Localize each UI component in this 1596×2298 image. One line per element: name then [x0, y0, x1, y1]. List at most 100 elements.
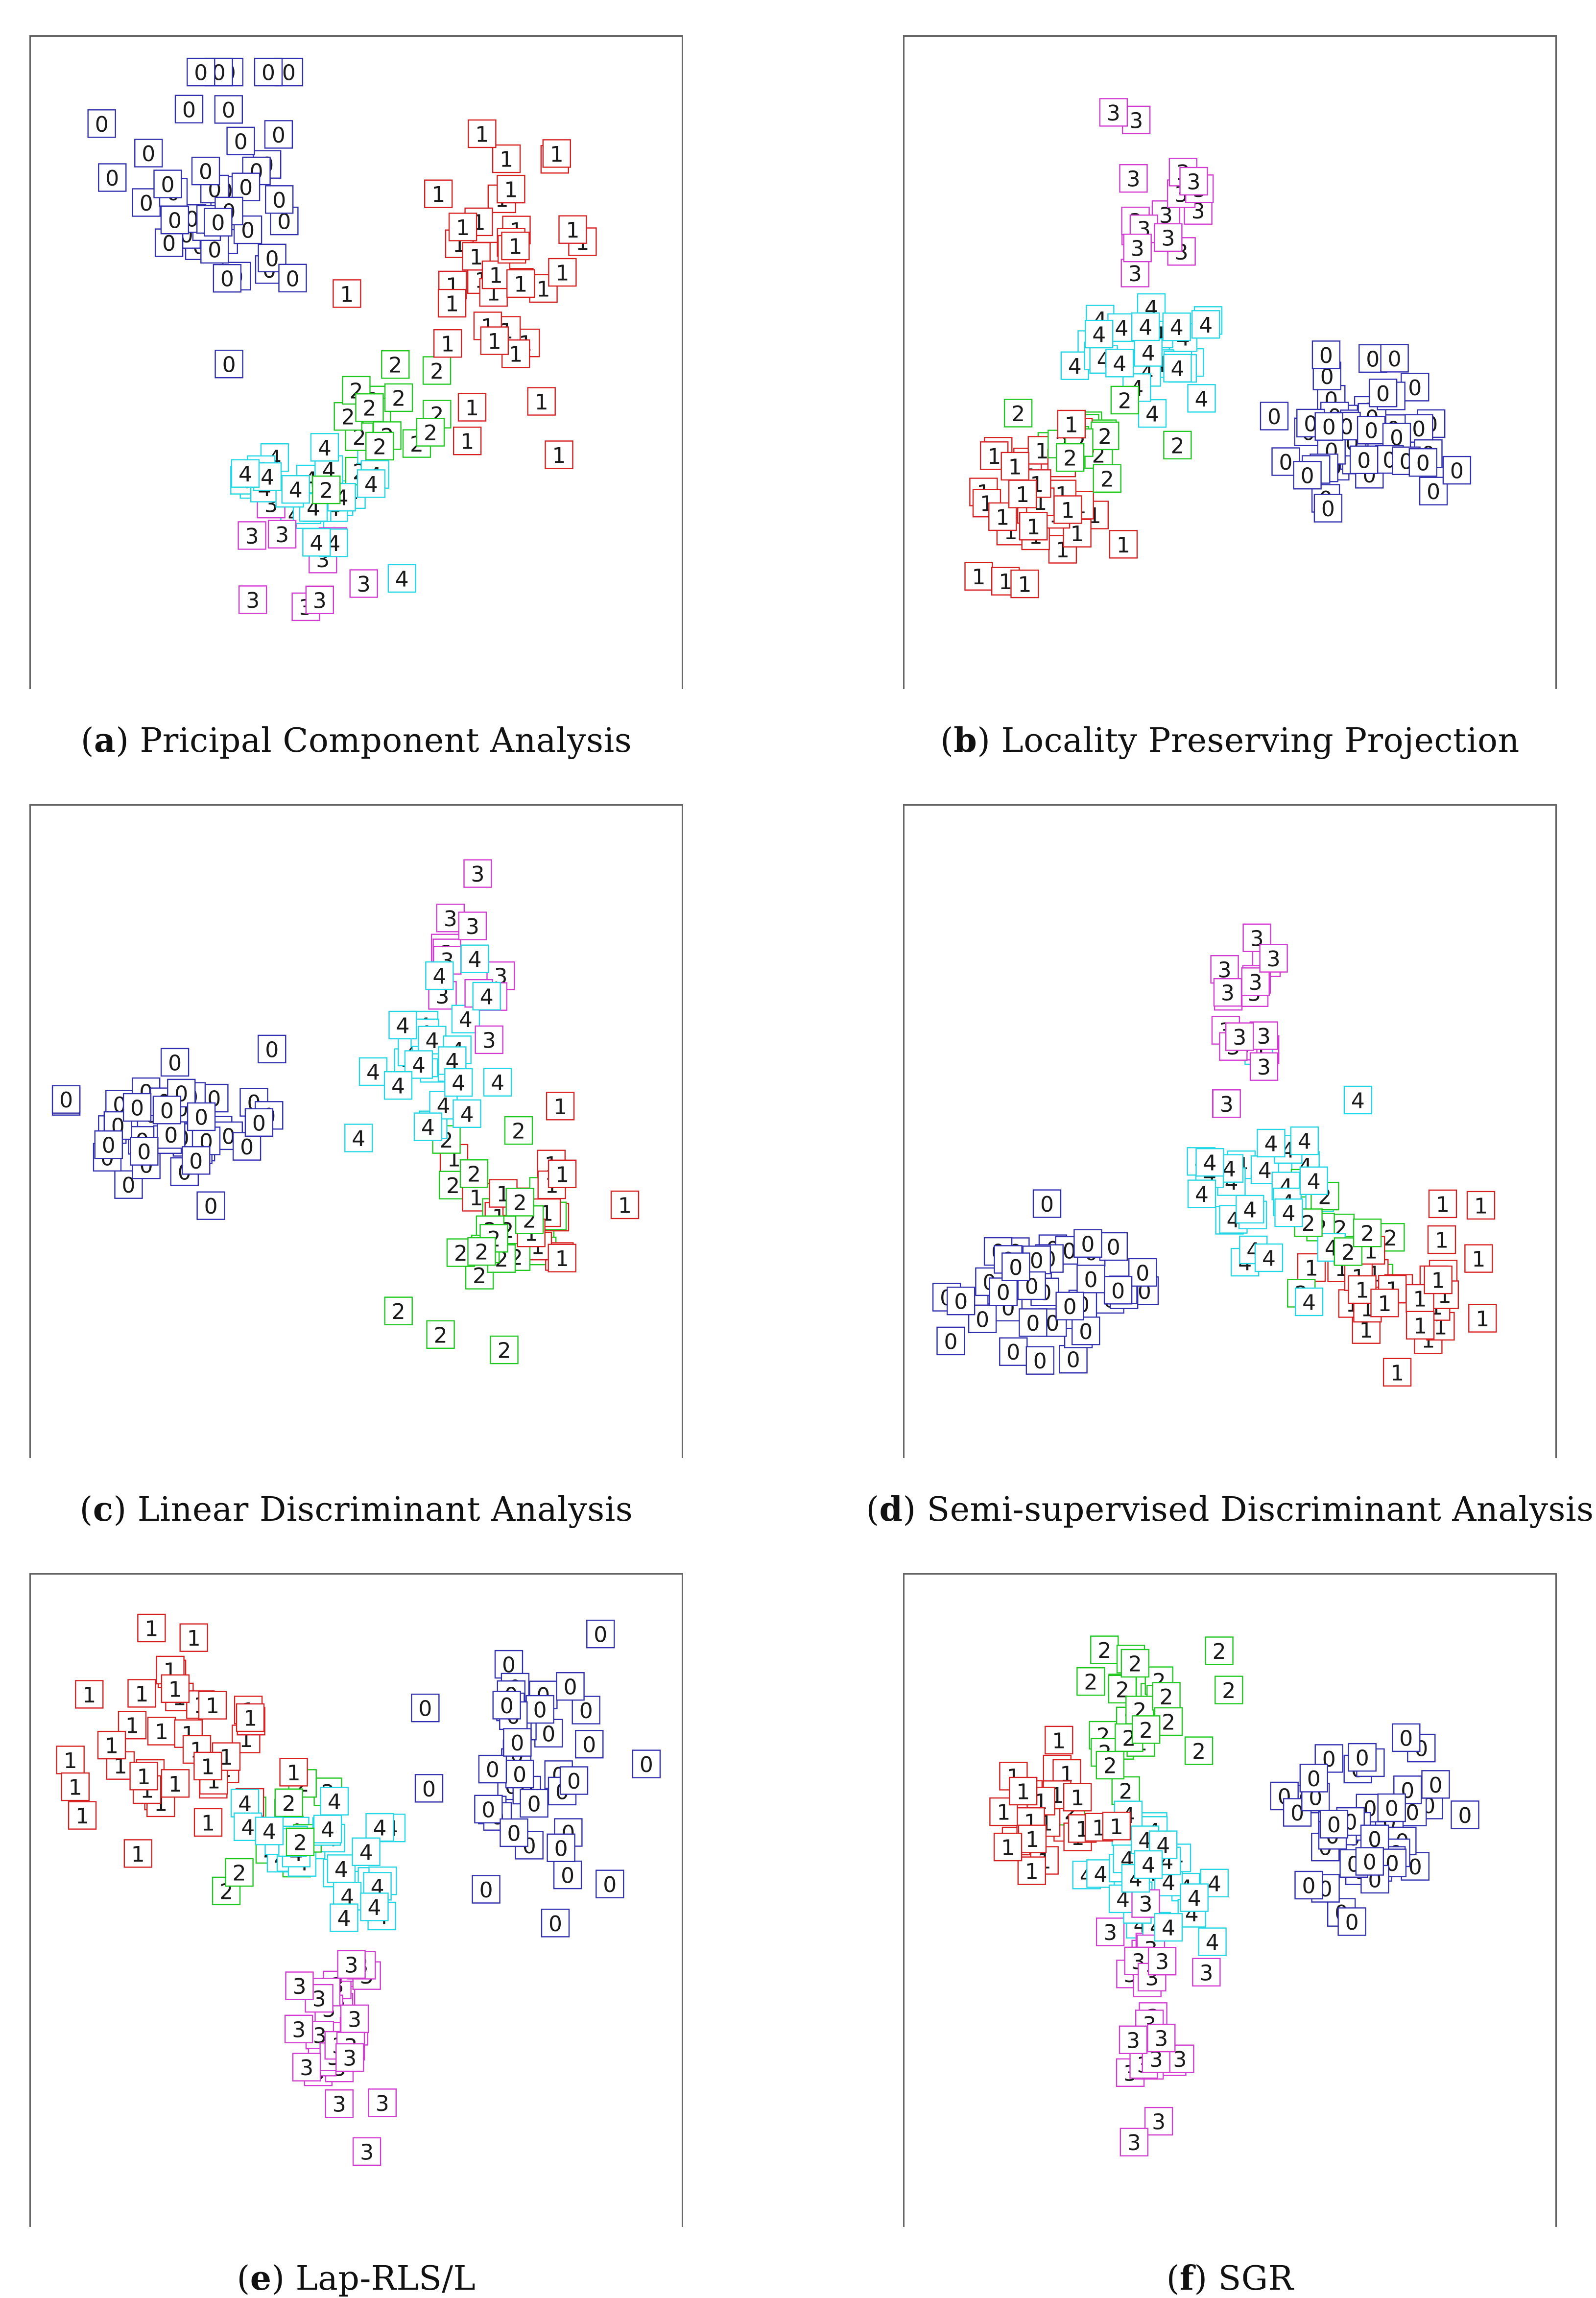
digit-point-a-96: 1	[497, 174, 525, 204]
digit-glyph: 1	[1413, 1314, 1427, 1339]
digit-point-a-99: 1	[545, 440, 573, 469]
digit-point-a-37: 1	[468, 119, 497, 148]
digit-point-b-122: 4	[1131, 312, 1160, 341]
digit-box	[352, 1837, 381, 1866]
digit-glyph: 0	[533, 1698, 547, 1723]
digit-box	[472, 1875, 500, 1904]
digit-glyph: 0	[1416, 451, 1430, 476]
digit-box	[424, 179, 453, 208]
digit-glyph: 4	[1142, 1853, 1155, 1878]
digit-point-b-93: 2	[1110, 385, 1139, 415]
digit-point-b-102: 1	[1053, 495, 1082, 524]
digit-glyph: 3	[444, 907, 457, 932]
digit-point-b-56: 1	[1063, 519, 1092, 548]
digit-glyph: 3	[246, 588, 260, 613]
digit-glyph: 3	[1221, 981, 1235, 1006]
digit-box	[312, 475, 341, 504]
digit-glyph: 0	[542, 1722, 555, 1747]
digit-glyph: 0	[507, 1821, 521, 1846]
caption-letter-d: d	[879, 1490, 903, 1529]
digit-box	[1314, 412, 1343, 441]
digit-glyph: 4	[373, 1816, 387, 1841]
digit-point-d-121: 4	[1299, 1166, 1328, 1195]
digit-point-c-106: 4	[425, 961, 454, 990]
digit-glyph: 0	[1040, 1192, 1054, 1217]
digit-glyph: 1	[168, 1772, 182, 1797]
digit-glyph: 0	[1366, 347, 1380, 372]
caption-letter-a: a	[94, 721, 116, 760]
digit-box	[384, 1296, 413, 1325]
digit-glyph: 4	[1298, 1129, 1311, 1154]
digit-box	[1091, 421, 1120, 451]
digit-box	[596, 1869, 624, 1898]
caption-c: (c) Linear Discriminant Analysis	[79, 1490, 633, 1529]
digit-box	[548, 258, 577, 287]
scatter-plot-d: 1344103401410140112441112000244040044402…	[932, 923, 1497, 1387]
digit-point-a-102: 2	[422, 356, 452, 385]
digit-box	[492, 1691, 521, 1720]
digit-glyph: 2	[1213, 1639, 1226, 1664]
digit-point-b-105: 4	[1162, 312, 1191, 341]
digit-glyph: 2	[513, 1191, 527, 1216]
digit-point-a-92: 3	[305, 585, 334, 615]
digit-box	[1195, 1148, 1224, 1177]
digit-box	[460, 944, 489, 973]
digit-box	[480, 326, 509, 355]
digit-glyph: 3	[1187, 170, 1201, 195]
digit-glyph: 2	[1192, 1739, 1206, 1764]
digit-glyph: 2	[1084, 1670, 1097, 1695]
digit-glyph: 2	[1128, 1652, 1142, 1677]
digit-glyph: 2	[424, 421, 437, 446]
digit-box	[278, 263, 307, 292]
digit-box	[254, 57, 283, 87]
caption-text-d: Semi-supervised Discriminant Analysis	[916, 1490, 1594, 1529]
digit-point-d-77: 0	[968, 1304, 997, 1333]
digit-glyph: 3	[1267, 947, 1281, 972]
digit-glyph: 0	[510, 1731, 524, 1756]
digit-point-b-6: 2	[1003, 399, 1033, 428]
digit-point-e-91: 1	[279, 1758, 308, 1787]
digit-glyph: 0	[59, 1088, 73, 1113]
digit-glyph: 4	[425, 1029, 439, 1053]
digit-glyph: 3	[466, 914, 479, 939]
digit-point-c-10: 1	[610, 1190, 640, 1220]
digit-glyph: 0	[594, 1623, 607, 1648]
digit-glyph: 1	[972, 565, 986, 590]
digit-glyph: 0	[422, 1777, 436, 1802]
digit-glyph: 3	[1155, 1950, 1169, 1975]
digit-point-c-59: 2	[490, 1335, 519, 1364]
digit-glyph: 3	[1139, 1892, 1153, 1917]
digit-point-a-116: 2	[381, 350, 410, 379]
caption-text-a: Pricipal Component Analysis	[129, 721, 632, 760]
digit-box	[453, 427, 482, 455]
digit-point-c-103: 3	[458, 911, 487, 940]
digit-glyph: 1	[465, 396, 479, 421]
digit-glyph: 4	[359, 1840, 373, 1865]
digit-box	[230, 1789, 260, 1818]
digit-glyph: 4	[1206, 1930, 1219, 1955]
digit-point-b-37: 4	[1187, 384, 1216, 413]
digit-box	[999, 1337, 1028, 1366]
digit-box	[1343, 1085, 1373, 1115]
digit-box	[1120, 2128, 1148, 2156]
digit-box	[1249, 1052, 1279, 1081]
digit-point-f-74: 3	[1144, 2106, 1173, 2136]
digit-glyph: 3	[376, 2091, 389, 2116]
digit-box	[167, 1078, 196, 1108]
digit-box	[313, 1815, 342, 1843]
digit-box	[387, 564, 416, 593]
digit-glyph: 2	[1119, 1779, 1133, 1804]
digit-glyph: 0	[1321, 497, 1335, 522]
digit-box	[1163, 354, 1192, 383]
digit-box	[1184, 1736, 1214, 1765]
digit-point-b-21: 2	[1163, 431, 1192, 459]
digit-glyph: 3	[313, 588, 327, 613]
digit-box	[174, 95, 204, 124]
digit-glyph: 1	[445, 292, 459, 317]
digit-point-a-97: 4	[281, 475, 310, 504]
digit-box	[946, 1287, 976, 1316]
digit-box	[425, 961, 454, 990]
digit-glyph: 0	[262, 61, 275, 86]
digit-point-a-127: 1	[437, 288, 467, 318]
digit-glyph: 0	[286, 266, 300, 291]
